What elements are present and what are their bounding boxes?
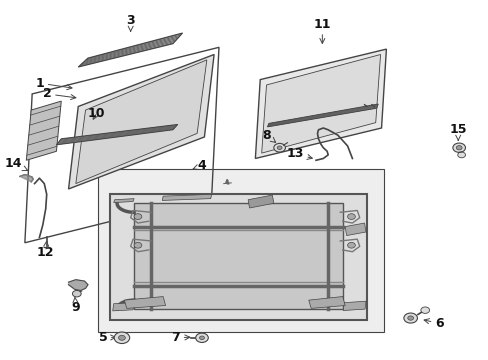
- Text: 7: 7: [171, 331, 189, 344]
- Circle shape: [114, 332, 129, 343]
- Text: 2: 2: [43, 87, 76, 100]
- Polygon shape: [308, 297, 345, 309]
- Circle shape: [403, 313, 417, 323]
- Polygon shape: [68, 54, 214, 189]
- Polygon shape: [343, 301, 366, 311]
- Circle shape: [134, 242, 142, 248]
- Polygon shape: [162, 194, 211, 201]
- Text: 11: 11: [313, 18, 330, 44]
- Circle shape: [273, 143, 285, 152]
- Text: 12: 12: [37, 241, 54, 259]
- Text: 3: 3: [126, 14, 135, 31]
- Text: 4: 4: [193, 159, 206, 172]
- Text: 5: 5: [99, 331, 115, 344]
- Circle shape: [72, 291, 81, 297]
- Polygon shape: [68, 280, 88, 291]
- Text: 1: 1: [36, 77, 72, 90]
- Polygon shape: [113, 199, 134, 203]
- Circle shape: [452, 143, 465, 152]
- Circle shape: [347, 242, 355, 248]
- Text: 6: 6: [423, 317, 443, 330]
- Polygon shape: [255, 49, 386, 158]
- Polygon shape: [112, 303, 134, 311]
- Circle shape: [134, 214, 142, 220]
- Polygon shape: [78, 33, 182, 67]
- Polygon shape: [261, 54, 380, 153]
- Circle shape: [407, 316, 413, 320]
- Polygon shape: [20, 175, 33, 182]
- Circle shape: [277, 146, 282, 149]
- Polygon shape: [267, 104, 377, 127]
- Polygon shape: [110, 194, 366, 320]
- Bar: [98, 169, 383, 332]
- Circle shape: [455, 145, 461, 150]
- Text: 10: 10: [87, 107, 105, 120]
- Text: 13: 13: [286, 147, 312, 160]
- Circle shape: [118, 335, 125, 340]
- Polygon shape: [134, 203, 342, 309]
- Text: 9: 9: [71, 297, 80, 314]
- Text: 14: 14: [5, 157, 28, 171]
- Circle shape: [457, 152, 465, 158]
- Polygon shape: [56, 125, 177, 145]
- Circle shape: [199, 336, 204, 339]
- Text: 15: 15: [448, 123, 466, 141]
- Polygon shape: [247, 195, 273, 208]
- Text: 8: 8: [262, 129, 275, 143]
- Circle shape: [195, 333, 208, 342]
- Circle shape: [420, 307, 429, 314]
- Circle shape: [347, 214, 355, 220]
- Polygon shape: [26, 101, 61, 160]
- Polygon shape: [124, 297, 165, 309]
- Polygon shape: [345, 223, 366, 235]
- Polygon shape: [76, 60, 206, 184]
